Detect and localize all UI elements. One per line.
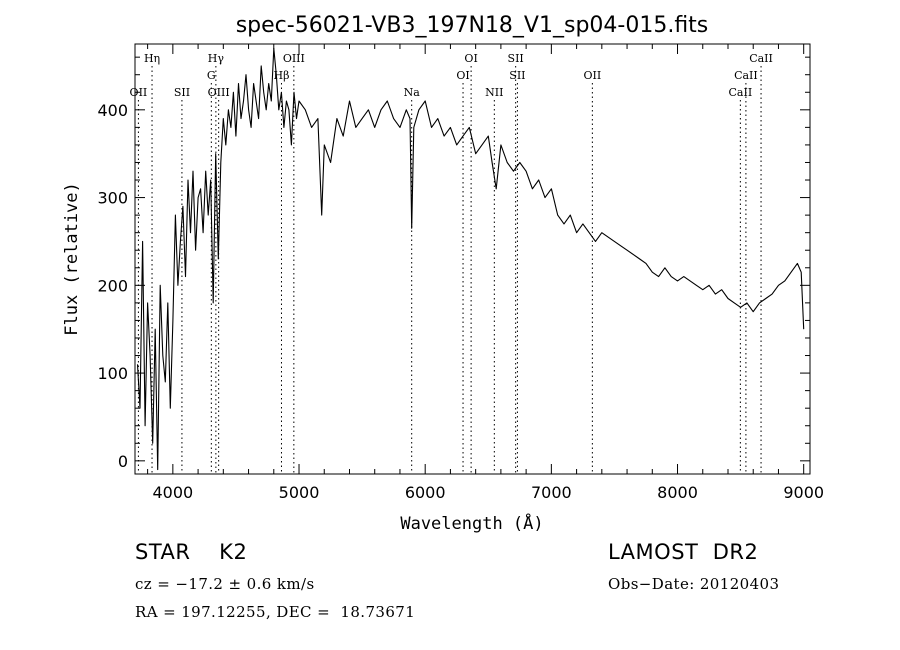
y-tick-label: 100 — [97, 364, 128, 383]
line-annotation-label: G — [207, 69, 216, 82]
line-annotation-label: CaII — [749, 52, 773, 65]
coordinates: RA = 197.12255, DEC = 18.73671 — [135, 603, 416, 621]
spectrum-line — [136, 47, 805, 471]
spectrum-series — [136, 47, 805, 471]
redshift-velocity: cz = −17.2 ± 0.6 km/s — [135, 575, 315, 593]
line-annotation-label: SII — [508, 52, 524, 65]
tick-labels: 4000 5000 6000 7000 8000 9000 0 100 200 300 400 — [97, 101, 824, 502]
x-tick-label: 4000 — [152, 483, 193, 502]
line-annotation-label: CaII — [734, 69, 758, 82]
object-class: STAR K2 — [135, 540, 248, 564]
line-annotations: OII Hη SII Hγ G OIII Hβ OIII Na OI OI NII SII SII OII C… — [130, 52, 773, 99]
line-annotation-label: OI — [456, 69, 469, 82]
plot-frame — [134, 43, 811, 475]
x-axis-label: Wavelength (Å) — [400, 512, 543, 534]
line-annotation-label: NII — [485, 86, 503, 99]
line-annotation-label: Hγ — [208, 52, 225, 65]
observation-date: Obs−Date: 20120403 — [608, 575, 780, 593]
line-annotation-label: OII — [584, 69, 602, 82]
y-tick-label: 200 — [97, 276, 128, 295]
line-marker-group — [137, 66, 762, 474]
line-annotation-label: Hη — [144, 52, 160, 65]
y-tick-label: 300 — [97, 189, 128, 208]
line-annotation-label: SII — [509, 69, 525, 82]
x-tick-label: 9000 — [783, 483, 824, 502]
line-annotation-label: OIII — [283, 52, 305, 65]
line-annotation-label: Na — [404, 86, 421, 99]
line-annotation-label: OIII — [208, 86, 230, 99]
x-tick-label: 5000 — [279, 483, 320, 502]
x-tick-label: 7000 — [531, 483, 572, 502]
x-tick-label: 6000 — [405, 483, 446, 502]
y-axis-label: Flux (relative) — [62, 182, 82, 336]
line-annotation-label: OI — [464, 52, 477, 65]
y-tick-label: 0 — [118, 452, 128, 471]
x-tick-label: 8000 — [657, 483, 698, 502]
survey-name: LAMOST DR2 — [608, 540, 759, 564]
line-annotation-label: OII — [130, 86, 148, 99]
line-annotation-label: SII — [174, 86, 190, 99]
axis-ticks — [135, 44, 810, 474]
y-tick-label: 400 — [97, 101, 128, 120]
line-annotation-label: Hβ — [274, 69, 290, 82]
chart-title: spec-56021-VB3_197N18_V1_sp04-015.fits — [236, 13, 709, 38]
line-annotation-label: CaII — [729, 86, 753, 99]
